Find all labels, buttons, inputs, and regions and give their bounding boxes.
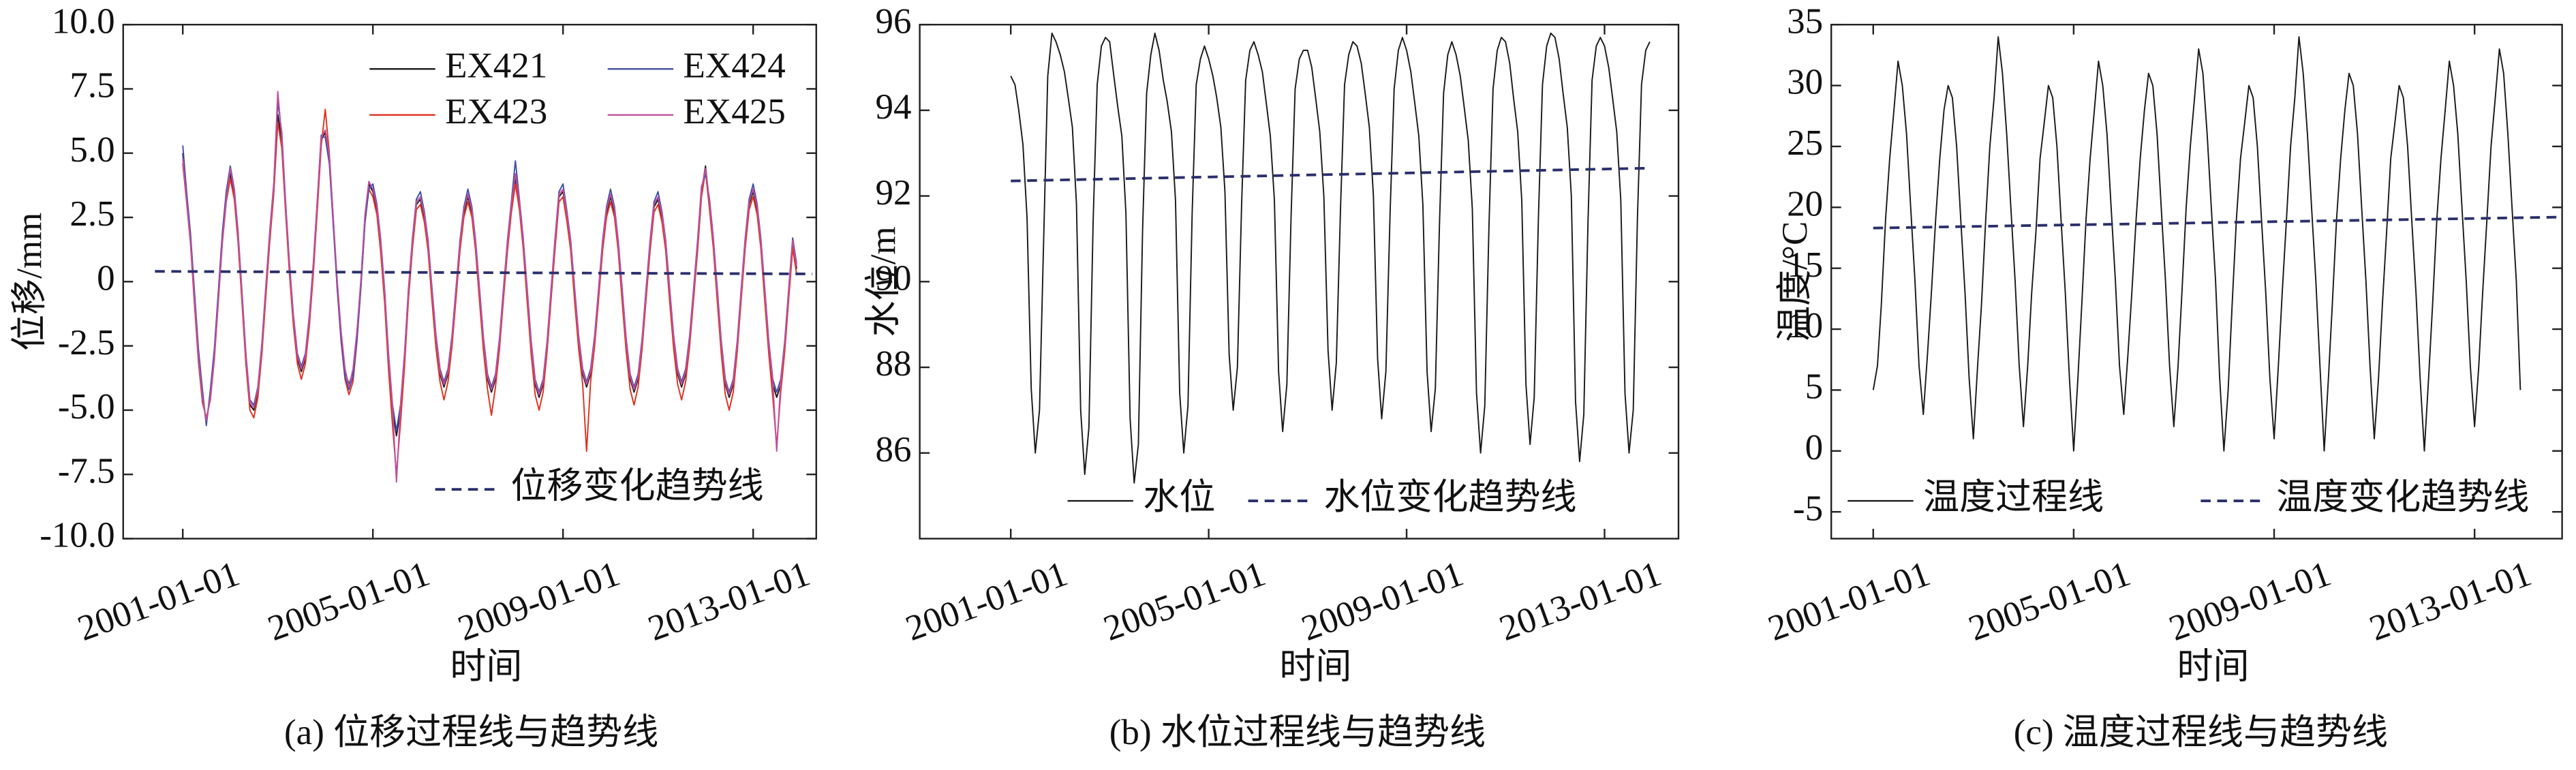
legend-label: EX424 [684, 46, 786, 85]
trend-line [155, 270, 813, 275]
panel: -10.0 -7.5 -5.0 -2.5 0 2.5 5.0 7.5 10.0 2001-01-0… [10, 1, 817, 752]
y-tick-label: -5 [1793, 489, 1823, 528]
trend-line [1873, 215, 2562, 230]
panel: 86 88 90 92 94 96 2001-01-01 2005-01-01 2009-01-… [864, 1, 1680, 752]
series-line [1010, 32, 1651, 484]
y-tick-label: 5 [1805, 367, 1824, 407]
figure-content: -10.0 -7.5 -5.0 -2.5 0 2.5 5.0 7.5 10.0 2001-01-0… [10, 1, 2563, 752]
legend-label: 水位 [1143, 478, 1215, 517]
x-tick-label: 2001-01-01 [73, 554, 245, 649]
legend-label: EX421 [445, 46, 547, 85]
panel-caption: (c) 温度过程线与趋势线 [2014, 713, 2388, 752]
y-tick-label: 0 [97, 258, 115, 298]
plot-area [155, 91, 813, 483]
legend-label: EX425 [684, 92, 786, 132]
panel-caption: (a) 位移过程线与趋势线 [284, 713, 658, 752]
x-tick-label: 2009-01-01 [453, 554, 625, 649]
y-tick-label: 25 [1787, 123, 1823, 163]
x-tick-label: 2005-01-01 [263, 554, 435, 649]
x-tick-label: 2001-01-01 [1763, 554, 1935, 649]
y-tick-label: 5.0 [70, 130, 114, 170]
y-tick-label: 90 [876, 258, 912, 298]
plot-area [1010, 32, 1651, 484]
y-tick-label: -7.5 [58, 451, 115, 491]
y-axis-label: 位移/mm [10, 213, 49, 351]
series-line [1872, 36, 2521, 452]
y-tick-label: 30 [1787, 63, 1823, 102]
x-tick-label: 2013-01-01 [1494, 554, 1666, 649]
plot-area [1872, 36, 2562, 452]
y-tick-label: 86 [876, 430, 912, 469]
y-tick-label: 96 [876, 1, 912, 41]
y-tick-label: 92 [876, 173, 912, 213]
y-axis-label: 温度/°C [1775, 221, 1815, 342]
panel-caption: (b) 水位过程线与趋势线 [1109, 713, 1486, 752]
x-tick-label: 2013-01-01 [643, 554, 815, 649]
x-tick-label: 2013-01-01 [2365, 554, 2536, 649]
panel: -5 0 5 10 15 20 25 30 35 2001-01-01 2005-01-01 2009… [1763, 1, 2563, 752]
y-tick-label: 15 [1787, 245, 1823, 285]
y-tick-label: -5.0 [58, 387, 115, 427]
x-axis-label: 时间 [1279, 647, 1351, 686]
y-tick-label: -10.0 [40, 516, 114, 555]
y-tick-label: 20 [1787, 184, 1823, 224]
y-tick-label: -2.5 [58, 323, 115, 363]
x-axis-label: 时间 [2177, 647, 2249, 686]
axes-frame [1830, 23, 2563, 540]
y-tick-label: 0 [1805, 428, 1824, 467]
y-tick-label: 35 [1787, 1, 1823, 41]
y-tick-label: 94 [876, 87, 912, 127]
x-tick-label: 2005-01-01 [1963, 554, 2135, 649]
legend-label: 温度过程线 [1923, 478, 2104, 517]
x-axis-label: 时间 [450, 647, 522, 686]
y-tick-label: 88 [876, 344, 912, 384]
series-line [182, 91, 797, 483]
y-tick-label: 10.0 [52, 1, 115, 41]
x-tick-label: 2005-01-01 [1099, 554, 1270, 649]
y-axis-label: 水位/m [864, 226, 904, 337]
legend-label: 位移变化趋势线 [511, 466, 764, 506]
y-tick-label: 2.5 [70, 194, 114, 234]
legend-label: 水位变化趋势线 [1323, 478, 1576, 517]
y-tick-label: 10 [1787, 306, 1823, 345]
y-tick-label: 7.5 [70, 66, 114, 106]
x-tick-label: 2009-01-01 [1297, 554, 1469, 649]
x-tick-label: 2009-01-01 [2164, 554, 2335, 649]
legend-label: EX423 [445, 92, 547, 132]
x-tick-label: 2001-01-01 [901, 554, 1073, 649]
trend-line [1011, 166, 1650, 183]
legend-label: 温度变化趋势线 [2276, 478, 2529, 517]
